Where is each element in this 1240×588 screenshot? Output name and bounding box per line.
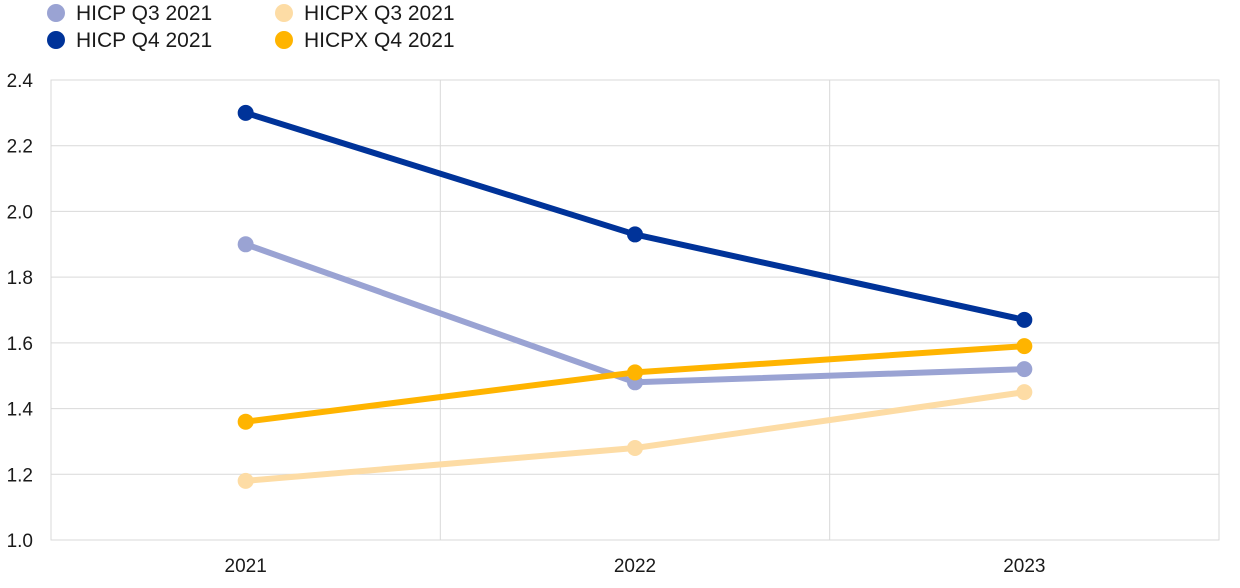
- legend-marker: [47, 31, 65, 49]
- x-tick-label: 2021: [225, 556, 267, 577]
- y-tick-label: 2.4: [7, 71, 34, 92]
- legend-marker: [47, 4, 65, 22]
- series-hicpx-q4-2021: [237, 338, 1033, 430]
- data-point: [627, 226, 643, 243]
- legend-item: HICPX Q4 2021: [275, 29, 455, 52]
- series-hicp-q3-2021: [237, 236, 1033, 391]
- data-point: [627, 364, 643, 381]
- y-axis: 1.0 1.2 1.4 1.6 1.8 2.0 2.2 2.4: [7, 71, 34, 552]
- plot-frame: [50, 79, 1220, 541]
- data-point: [237, 236, 254, 253]
- data-point: [237, 104, 254, 121]
- data-point: [1016, 384, 1033, 401]
- y-tick-label: 2.0: [7, 202, 33, 223]
- series-hicp-q4-2021: [237, 104, 1033, 328]
- grid: [51, 79, 1219, 541]
- y-tick-label: 1.0: [7, 531, 33, 552]
- x-tick-label: 2022: [614, 556, 656, 577]
- x-tick-label: 2023: [1003, 556, 1045, 577]
- legend: HICP Q3 2021 HICP Q4 2021 HICPX Q3 2021 …: [47, 2, 455, 52]
- series-hicpx-q3-2021: [237, 384, 1033, 489]
- legend-marker: [275, 4, 293, 22]
- data-point: [1016, 361, 1033, 378]
- y-tick-label: 2.2: [7, 137, 33, 158]
- legend-label: HICP Q4 2021: [76, 29, 212, 52]
- legend-item: HICPX Q3 2021: [275, 2, 455, 25]
- data-point: [1016, 311, 1033, 328]
- y-tick-label: 1.4: [7, 400, 34, 421]
- y-tick-label: 1.2: [7, 465, 33, 486]
- legend-marker: [275, 31, 293, 49]
- legend-label: HICPX Q4 2021: [304, 29, 455, 52]
- data-point: [237, 472, 254, 489]
- series-lines: [237, 104, 1033, 489]
- legend-label: HICPX Q3 2021: [304, 2, 455, 25]
- legend-item: HICP Q3 2021: [47, 2, 212, 25]
- data-point: [237, 413, 254, 430]
- series-line: [242, 241, 1028, 386]
- y-tick-label: 1.6: [7, 334, 33, 355]
- data-point: [1016, 338, 1033, 355]
- y-tick-label: 1.8: [7, 268, 33, 289]
- legend-label: HICP Q3 2021: [76, 2, 212, 25]
- x-axis: 2021 2022 2023: [225, 556, 1046, 577]
- legend-item: HICP Q4 2021: [47, 29, 212, 52]
- data-point: [627, 440, 643, 456]
